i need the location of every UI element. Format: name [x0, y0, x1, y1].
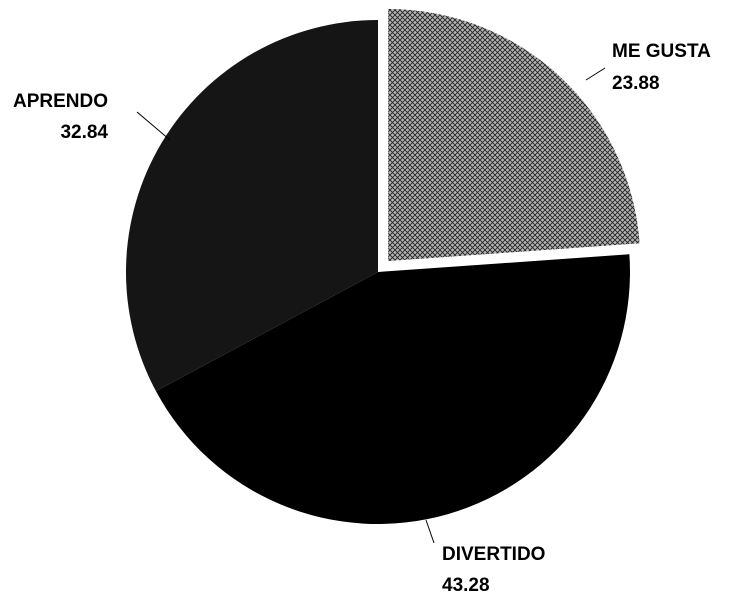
slice-label: DIVERTIDO	[442, 544, 545, 565]
slice-label: APRENDO	[13, 91, 108, 112]
slice-value: 43.28	[442, 575, 490, 596]
leader-line	[136, 111, 171, 141]
pie-slice	[125, 20, 378, 392]
leader-line	[425, 519, 435, 544]
pie-slice	[155, 254, 630, 525]
slice-label: ME GUSTA	[612, 41, 711, 62]
slice-texture	[388, 9, 640, 262]
leader-line	[585, 67, 606, 81]
slice-value: 23.88	[612, 73, 660, 94]
slice-value: 32.84	[60, 122, 108, 143]
